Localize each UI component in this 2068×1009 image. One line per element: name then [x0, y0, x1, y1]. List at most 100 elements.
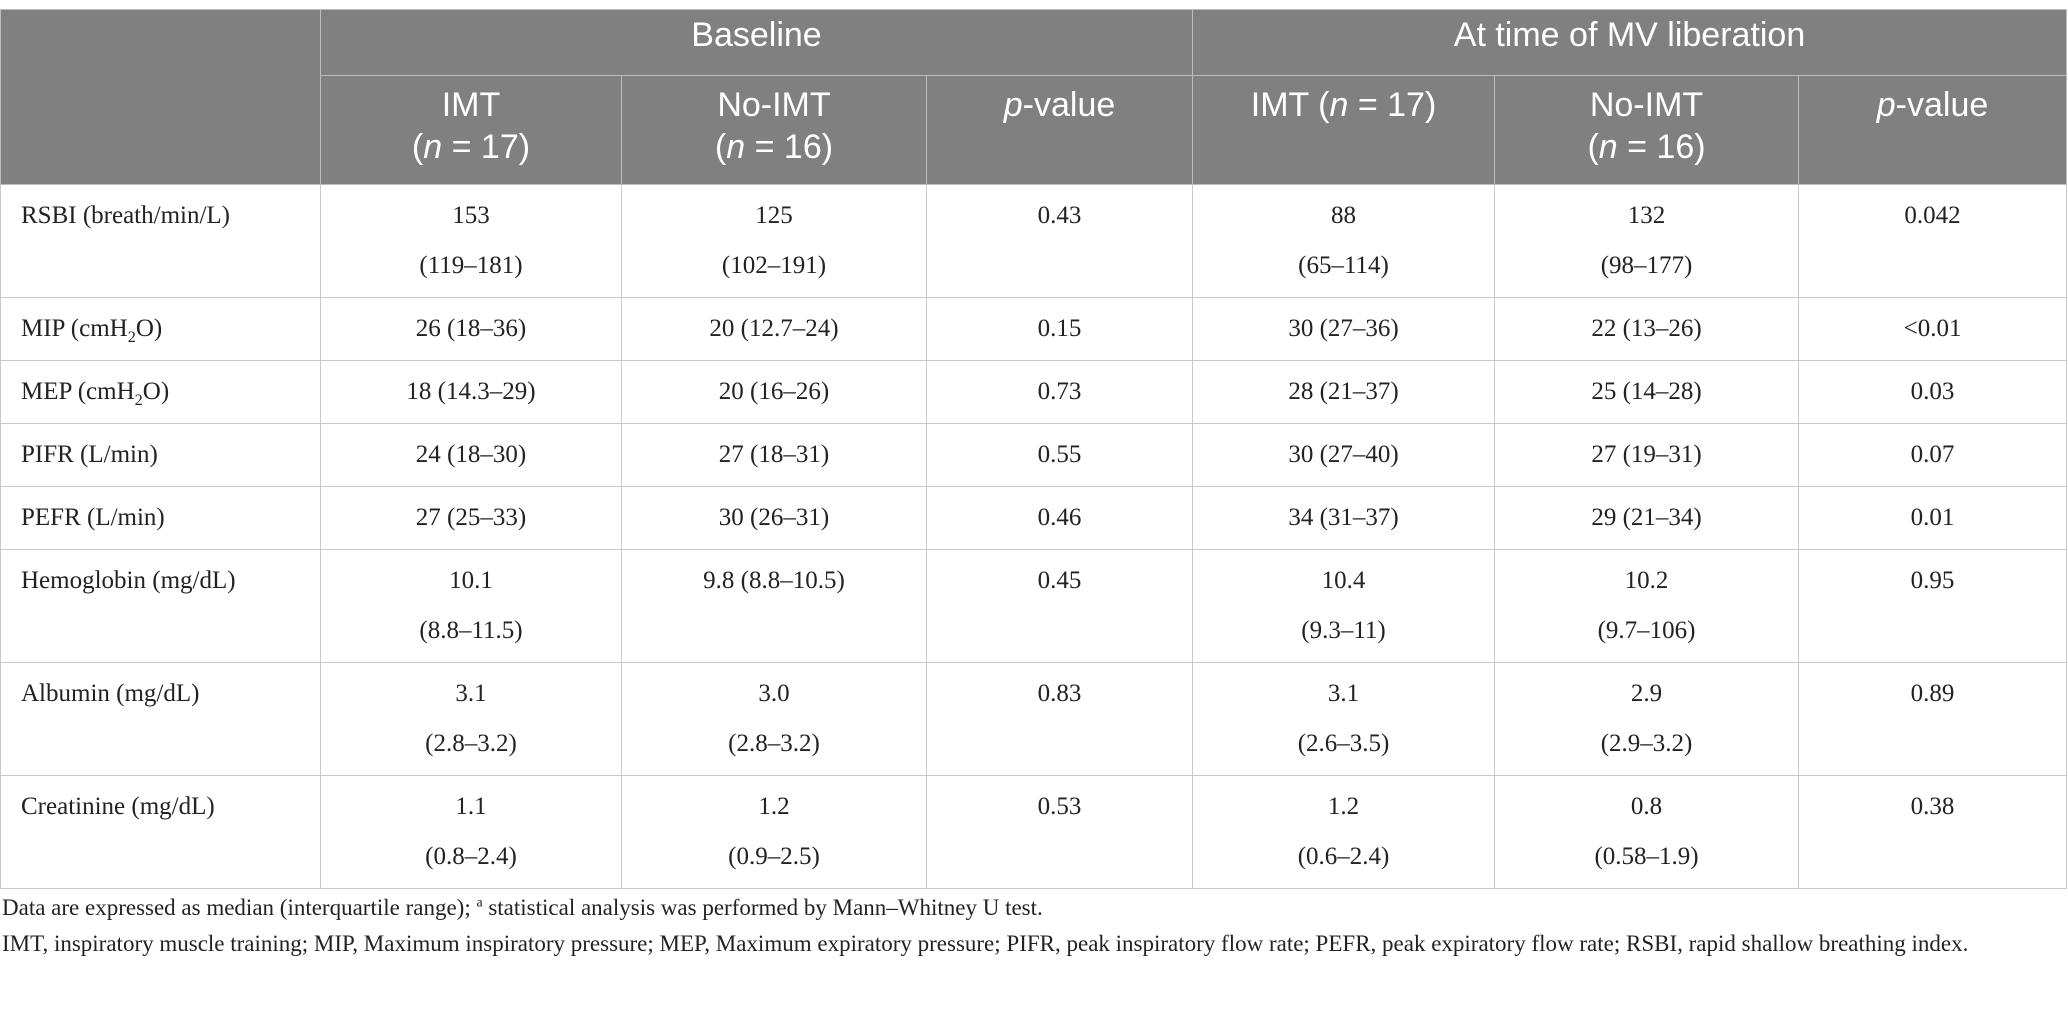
text-line: 22 (13–26) [1591, 315, 1702, 342]
text-line: 0.89 [1910, 680, 1955, 707]
table-cell: 0.8 (0.58–1.9) [1494, 775, 1800, 889]
text-run: n [1598, 128, 1618, 166]
text-line: (98–177) [1600, 252, 1693, 279]
text-line: 0.46 [1037, 504, 1082, 531]
text-line: Albumin (mg/dL) [21, 680, 200, 707]
text-line: (2.9–3.2) [1600, 730, 1693, 757]
text-line: 0.8 [1630, 793, 1663, 820]
table-cell: 125 (102–191) [621, 184, 927, 298]
text-line: 27 (25–33) [415, 504, 527, 531]
text-line: 25 (14–28) [1591, 378, 1702, 405]
text-line: 10.2 [1624, 567, 1669, 594]
text-line: (119–181) [419, 252, 523, 279]
table-body: RSBI (breath/min/L) 153 (119–181) 125 (102–1… [0, 184, 2068, 889]
row-label: MEP (cmH2O) [0, 360, 321, 424]
table-cell: 0.38 [1798, 775, 2068, 889]
text-run: statistical analysis was performed by Ma… [482, 895, 1043, 920]
table-cell: 22 (13–26) [1494, 297, 1800, 361]
text-line: 88 [1331, 202, 1357, 229]
text-line: 27 (19–31) [1591, 441, 1702, 468]
row-label: Hemoglobin (mg/dL) [0, 549, 321, 663]
text-line: No-IMT [717, 86, 831, 124]
row-label: Creatinine (mg/dL) [0, 775, 321, 889]
table-cell: 0.042 [1798, 184, 2068, 298]
table-cell: 27 (18–31) [621, 423, 927, 487]
table-cell: 10.1 (8.8–11.5) [320, 549, 622, 663]
text-line: (n = 17) [325, 126, 617, 168]
text-line: 10.1 [449, 567, 493, 594]
table-cell: 30 (26–31) [621, 486, 927, 550]
table-cell: 153 (119–181) [320, 184, 622, 298]
text-line: 1.2 [1327, 793, 1360, 820]
text-line: MIP (cmH2O) [21, 304, 316, 354]
text-line: PEFR (L/min) [21, 504, 165, 531]
table-row: MIP (cmH2O) 26 (18–36) 20 (12.7–24) 0.15 30 … [0, 297, 2068, 361]
text-line: 30 (27–40) [1288, 441, 1399, 468]
text-line: 0.03 [1910, 378, 1955, 405]
text-run: IMT ( [1250, 86, 1330, 124]
column-header: IMT (n = 17) [1192, 75, 1496, 185]
row-label: RSBI (breath/min/L) [0, 184, 321, 298]
text-line: 30 (27–36) [1288, 315, 1399, 342]
group-header: At time of MV liberation [1192, 9, 2068, 76]
text-line: (n = 16) [626, 126, 922, 168]
text-run: 2 [127, 328, 136, 346]
text-line: 3.0 [758, 680, 790, 707]
column-header: p-value [1798, 75, 2068, 185]
text-line: (0.9–2.5) [728, 843, 820, 870]
text-line: 0.55 [1037, 441, 1082, 468]
text-line: 28 (21–37) [1288, 378, 1399, 405]
data-table: Baseline At time of MV liberation IMT (n = … [0, 9, 2068, 889]
table-cell: 0.89 [1798, 662, 2068, 776]
text-line: 20 (16–26) [718, 378, 830, 405]
text-run: ( [714, 128, 727, 166]
table-row: MEP (cmH2O) 18 (14.3–29) 20 (16–26) 0.73 28 … [0, 360, 2068, 424]
table-cell: 0.53 [925, 775, 1194, 889]
table-cell: 3.1 (2.6–3.5) [1192, 662, 1496, 776]
table-cell: 24 (18–30) [320, 423, 622, 487]
text-run: -value [1895, 86, 1989, 124]
text-line: 3.1 [455, 680, 487, 707]
text-line: 2.9 [1630, 680, 1663, 707]
table-cell: 2.9 (2.9–3.2) [1494, 662, 1800, 776]
footnotes: Data are expressed as median (interquart… [2, 890, 2032, 962]
text-run: MIP (cmH [21, 315, 128, 342]
text-line: 9.8 (8.8–10.5) [703, 567, 845, 594]
header-row: Baseline At time of MV liberation [0, 9, 2068, 185]
text-line: Data are expressed as median (interquart… [2, 890, 2032, 926]
table-cell: 28 (21–37) [1192, 360, 1496, 424]
table-cell: 30 (27–36) [1192, 297, 1496, 361]
table-cell: 0.03 [1798, 360, 2068, 424]
text-line: 24 (18–30) [415, 441, 527, 468]
table-cell: 29 (21–34) [1494, 486, 1800, 550]
table-cell: 34 (31–37) [1192, 486, 1496, 550]
text-line: 20 (12.7–24) [709, 315, 839, 342]
table-cell: 0.43 [925, 184, 1194, 298]
text-line: 153 [452, 202, 490, 229]
text-line: 26 (18–36) [415, 315, 527, 342]
text-line: 18 (14.3–29) [406, 378, 536, 405]
text-run: = 16) [1617, 128, 1706, 166]
text-line: Hemoglobin (mg/dL) [21, 567, 236, 594]
table-cell: 3.0 (2.8–3.2) [621, 662, 927, 776]
text-line: 125 [755, 202, 793, 229]
text-line: (102–191) [721, 252, 827, 279]
table-row: RSBI (breath/min/L) 153 (119–181) 125 (102–1… [0, 184, 2068, 298]
text-run: 2 [134, 391, 143, 409]
column-header: No-IMT (n = 16) [1494, 75, 1800, 185]
corner-cell [0, 9, 321, 185]
table-cell: 25 (14–28) [1494, 360, 1800, 424]
text-line: 0.07 [1910, 441, 1955, 468]
text-line: (2.8–3.2) [728, 730, 820, 757]
text-run: n [1329, 86, 1349, 124]
table-cell: 0.46 [925, 486, 1194, 550]
table-cell: 26 (18–36) [320, 297, 622, 361]
text-line: (0.6–2.4) [1297, 843, 1390, 870]
text-line: Creatinine (mg/dL) [21, 793, 215, 820]
table-cell: 1.2 (0.9–2.5) [621, 775, 927, 889]
table-cell: 20 (12.7–24) [621, 297, 927, 361]
table-row: PIFR (L/min) 24 (18–30) 27 (18–31) 0.55 30 (… [0, 423, 2068, 487]
text-line: 0.53 [1037, 793, 1082, 820]
table-cell: 0.83 [925, 662, 1194, 776]
text-run: p [1003, 86, 1023, 124]
